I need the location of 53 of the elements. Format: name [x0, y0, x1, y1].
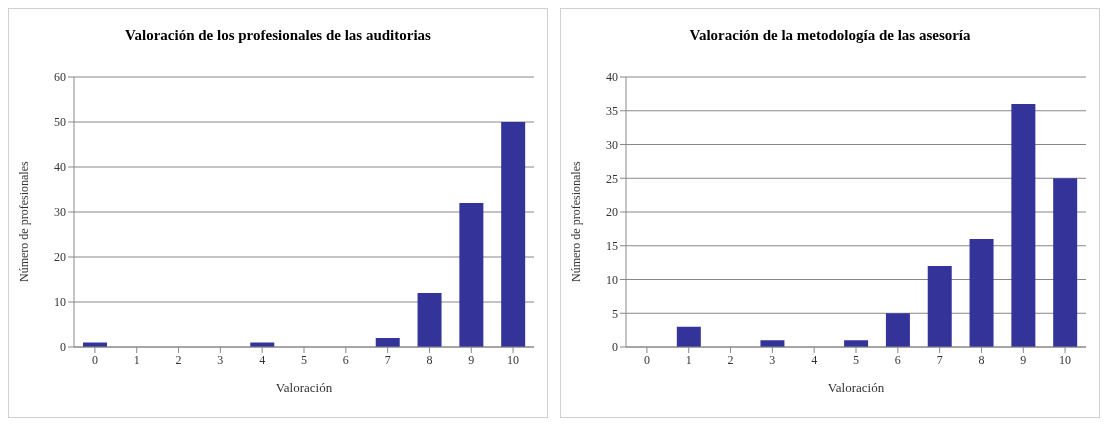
y-tick-label: 40 [54, 160, 66, 175]
x-tick-label: 0 [643, 352, 650, 367]
x-tick-label: 8 [978, 352, 985, 367]
y-tick-label: 25 [606, 171, 618, 186]
y-tick-label: 0 [612, 340, 618, 355]
y-tick-label: 15 [606, 239, 618, 254]
x-tick-label: 8 [426, 352, 433, 367]
x-tick-label: 7 [384, 352, 391, 367]
x-tick-label: 6 [342, 352, 349, 367]
x-tick-label: 9 [468, 352, 475, 367]
y-tick-label: 20 [606, 205, 618, 220]
y-tick-label: 50 [54, 115, 66, 130]
x-tick-label: 9 [1020, 352, 1027, 367]
y-tick-label: 5 [612, 306, 618, 321]
bar [927, 266, 952, 347]
x-tick-label: 10 [1059, 352, 1072, 367]
x-tick-label: 1 [685, 352, 692, 367]
x-tick-label: 4 [811, 352, 818, 367]
y-tick-label: 35 [606, 104, 618, 119]
x-tick-label: 4 [259, 352, 266, 367]
y-tick-label: 40 [606, 70, 618, 85]
y-tick-label: 30 [606, 137, 618, 152]
bar [1011, 104, 1036, 347]
x-tick-label: 3 [217, 352, 224, 367]
x-axis-title: Valoración [275, 380, 333, 395]
bar [969, 239, 994, 347]
y-axis-title: Número de profesionales [569, 161, 584, 282]
y-tick-label: 0 [60, 340, 66, 355]
bar [1053, 178, 1078, 347]
x-tick-label: 10 [507, 352, 520, 367]
x-tick-label: 7 [936, 352, 943, 367]
y-axis-title: Número de profesionales [17, 161, 32, 282]
x-tick-label: 2 [175, 352, 182, 367]
bar [417, 293, 442, 347]
bar [501, 122, 526, 347]
chart-title: Valoración de la metodología de las asesoría [688, 27, 972, 45]
x-tick-label: 5 [853, 352, 859, 367]
y-tick-label: 60 [54, 70, 66, 85]
chart-title: Valoración de los profesionales de las auditorias [124, 27, 432, 45]
y-tick-label: 20 [54, 250, 66, 265]
bar [885, 313, 910, 347]
y-tick-label: 30 [54, 205, 66, 220]
y-tick-label: 10 [54, 295, 66, 310]
x-tick-label: 0 [91, 352, 98, 367]
bar [676, 326, 701, 347]
bar [459, 203, 484, 347]
y-tick-label: 10 [606, 272, 618, 287]
x-tick-label: 3 [769, 352, 776, 367]
x-tick-label: 6 [894, 352, 901, 367]
x-axis-title: Valoración [827, 380, 885, 395]
x-tick-label: 2 [727, 352, 734, 367]
x-tick-label: 5 [301, 352, 307, 367]
x-tick-label: 1 [133, 352, 140, 367]
